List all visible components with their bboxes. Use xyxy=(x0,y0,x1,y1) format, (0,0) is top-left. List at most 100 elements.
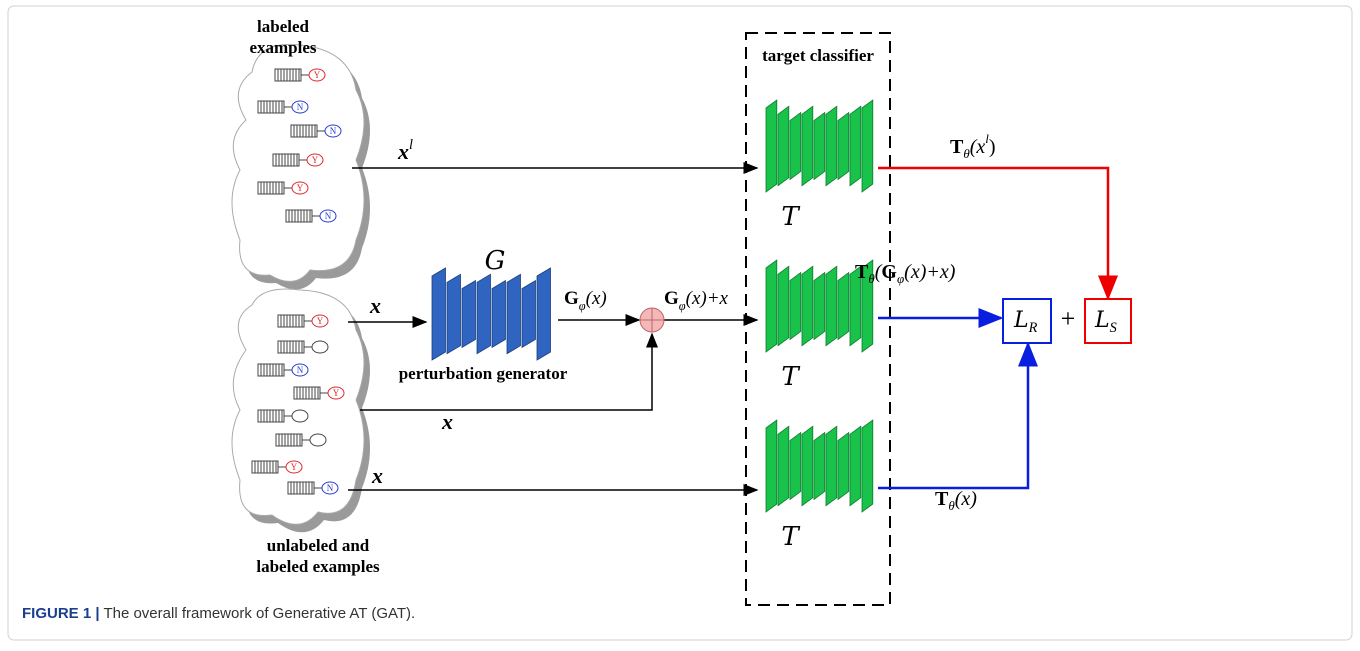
label-oval xyxy=(311,340,329,354)
feature-box xyxy=(251,460,279,474)
example: N xyxy=(290,124,342,138)
example: N xyxy=(257,363,309,377)
net-layer xyxy=(825,265,838,347)
math-label: Gφ(x) xyxy=(564,288,607,312)
net-layer xyxy=(777,105,790,187)
net-layer xyxy=(765,99,778,193)
label-letter: Y xyxy=(297,183,304,193)
caption-text: The overall framework of Generative AT (… xyxy=(103,605,415,622)
math-part: θ xyxy=(948,498,955,513)
math-part: (x xyxy=(970,136,986,158)
label-oval xyxy=(321,481,339,495)
net-layer xyxy=(861,259,874,353)
cloud-label: labeled examples xyxy=(256,557,380,576)
example: Y xyxy=(272,153,324,167)
math-label: LS xyxy=(1094,308,1117,336)
label-letter: N xyxy=(330,126,337,136)
label-oval xyxy=(309,433,327,447)
math-label: Tθ(xl) xyxy=(950,131,996,161)
feature-box xyxy=(287,481,315,495)
label-oval xyxy=(306,153,324,167)
feature-box xyxy=(272,153,300,167)
feature-box xyxy=(277,314,305,328)
label-letter: N xyxy=(297,365,304,375)
math-part: T xyxy=(935,488,949,510)
math-label: T xyxy=(781,202,800,232)
example xyxy=(257,409,309,423)
feature-box xyxy=(293,386,321,400)
math-part: l xyxy=(985,131,989,146)
label-oval xyxy=(291,409,309,423)
net-layer xyxy=(801,425,814,507)
net-layer xyxy=(801,105,814,187)
math-label: T xyxy=(781,362,800,392)
math-label: T xyxy=(781,522,800,552)
math-part: (x)+x) xyxy=(904,261,956,283)
label-oval xyxy=(324,124,342,138)
net-layer xyxy=(521,279,536,349)
loss-r-box xyxy=(1002,298,1052,344)
math-part: R xyxy=(1028,320,1038,336)
math-part: ( xyxy=(875,261,883,283)
math-part: L xyxy=(1013,308,1029,333)
cloud-label: labeled xyxy=(257,17,309,36)
math-part: (x) xyxy=(955,488,978,510)
net-layer xyxy=(849,105,862,187)
example xyxy=(275,433,327,447)
generator-name: perturbation generator xyxy=(399,364,568,383)
net-layer xyxy=(861,419,874,513)
net-layer xyxy=(765,419,778,513)
feature-box xyxy=(257,100,285,114)
math-part: φ xyxy=(579,299,586,313)
cloud-label: examples xyxy=(249,38,316,57)
net-layer xyxy=(536,267,551,361)
label-oval xyxy=(291,363,309,377)
math-part: T xyxy=(950,136,964,158)
net-layer xyxy=(765,259,778,353)
math-part: φ xyxy=(679,299,686,313)
caption-label: FIGURE 1 | xyxy=(22,605,100,622)
example: N xyxy=(257,100,309,114)
example: Y xyxy=(293,386,345,400)
example: Y xyxy=(277,314,329,328)
feature-box xyxy=(290,124,318,138)
math-part: l xyxy=(409,137,413,153)
net-layer xyxy=(849,425,862,507)
math-label: Tθ(x) xyxy=(935,488,977,514)
label-oval xyxy=(319,209,337,223)
net-layer xyxy=(837,111,850,181)
net-layer xyxy=(861,99,874,193)
math-label: LR xyxy=(1013,308,1038,336)
label-oval xyxy=(327,386,345,400)
math-part: T xyxy=(781,522,800,552)
example: N xyxy=(287,481,339,495)
classifier-title: target classifier xyxy=(762,46,874,65)
label-letter: Y xyxy=(317,316,324,326)
feature-box xyxy=(274,68,302,82)
net-layer xyxy=(777,265,790,347)
net-layer xyxy=(813,111,826,181)
net-layer xyxy=(446,273,461,355)
feature-box xyxy=(275,433,303,447)
net-layer xyxy=(825,105,838,187)
example: Y xyxy=(251,460,303,474)
math-part: (x) xyxy=(586,288,607,309)
label-letter: Y xyxy=(333,388,340,398)
net-layer xyxy=(813,431,826,501)
feature-box xyxy=(277,340,305,354)
net-layer xyxy=(849,265,862,347)
net-layer xyxy=(789,271,802,341)
math-part: x xyxy=(397,139,409,164)
feature-box xyxy=(257,409,285,423)
math-label: x xyxy=(441,409,453,434)
math-part: θ xyxy=(868,271,875,286)
label-letter: N xyxy=(327,483,334,493)
plus: + xyxy=(1061,304,1076,333)
net-layer xyxy=(461,279,476,349)
math-part: x xyxy=(369,293,381,318)
net-layer xyxy=(491,279,506,349)
math-part: x xyxy=(371,463,383,488)
math-part: θ xyxy=(963,146,970,161)
net-layer xyxy=(777,425,790,507)
